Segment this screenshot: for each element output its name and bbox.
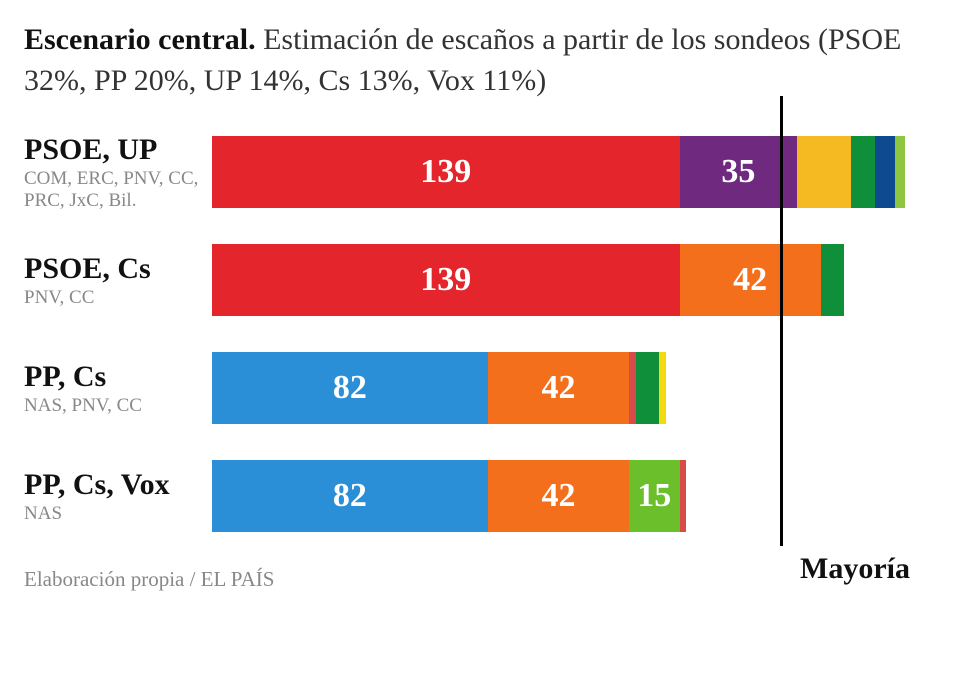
row-label: PSOE, UPCOM, ERC, PNV, CC, PRC, JxC, Bil… (24, 133, 212, 212)
majority-line (780, 96, 783, 546)
bar-segment: 42 (488, 352, 629, 424)
bar-segment (680, 460, 687, 532)
row-label-sub: NAS (24, 503, 202, 525)
bar-track: 13935 (212, 136, 956, 208)
bar-segment (659, 352, 666, 424)
row-label: PP, CsNAS, PNV, CC (24, 360, 212, 417)
bar-segment: 15 (629, 460, 679, 532)
majority-label: Mayoría (800, 552, 910, 586)
bar-segment: 82 (212, 460, 488, 532)
row-label-main: PSOE, UP (24, 133, 202, 166)
coalition-row: PSOE, UPCOM, ERC, PNV, CC, PRC, JxC, Bil… (24, 129, 956, 215)
bar-segment (821, 244, 845, 316)
coalition-row: PP, CsNAS, PNV, CC8242 (24, 345, 956, 431)
bar-segment: 139 (212, 136, 680, 208)
row-label-main: PP, Cs, Vox (24, 468, 202, 501)
coalition-row: PSOE, CsPNV, CC13942 (24, 237, 956, 323)
row-label-sub: PNV, CC (24, 287, 202, 309)
bar-track: 8242 (212, 352, 956, 424)
bar-track: 824215 (212, 460, 956, 532)
bar-segment (875, 136, 895, 208)
row-label-sub: NAS, PNV, CC (24, 395, 202, 417)
bar-segment: 82 (212, 352, 488, 424)
row-label-main: PSOE, Cs (24, 252, 202, 285)
row-label-main: PP, Cs (24, 360, 202, 393)
chart-title: Escenario central. Estimación de escaños… (24, 20, 956, 101)
bar-segment (851, 136, 875, 208)
row-label: PP, Cs, VoxNAS (24, 468, 212, 525)
row-label: PSOE, CsPNV, CC (24, 252, 212, 309)
chart-area: PSOE, UPCOM, ERC, PNV, CC, PRC, JxC, Bil… (24, 119, 956, 539)
title-bold: Escenario central. (24, 23, 256, 56)
row-label-sub: COM, ERC, PNV, CC, PRC, JxC, Bil. (24, 168, 202, 212)
coalition-row: PP, Cs, VoxNAS824215 (24, 453, 956, 539)
bar-segment: 139 (212, 244, 680, 316)
bar-segment (797, 136, 851, 208)
bar-segment: 42 (488, 460, 629, 532)
bar-segment (636, 352, 660, 424)
bar-segment (895, 136, 905, 208)
bar-segment: 42 (680, 244, 821, 316)
bar-segment (629, 352, 636, 424)
bar-track: 13942 (212, 244, 956, 316)
